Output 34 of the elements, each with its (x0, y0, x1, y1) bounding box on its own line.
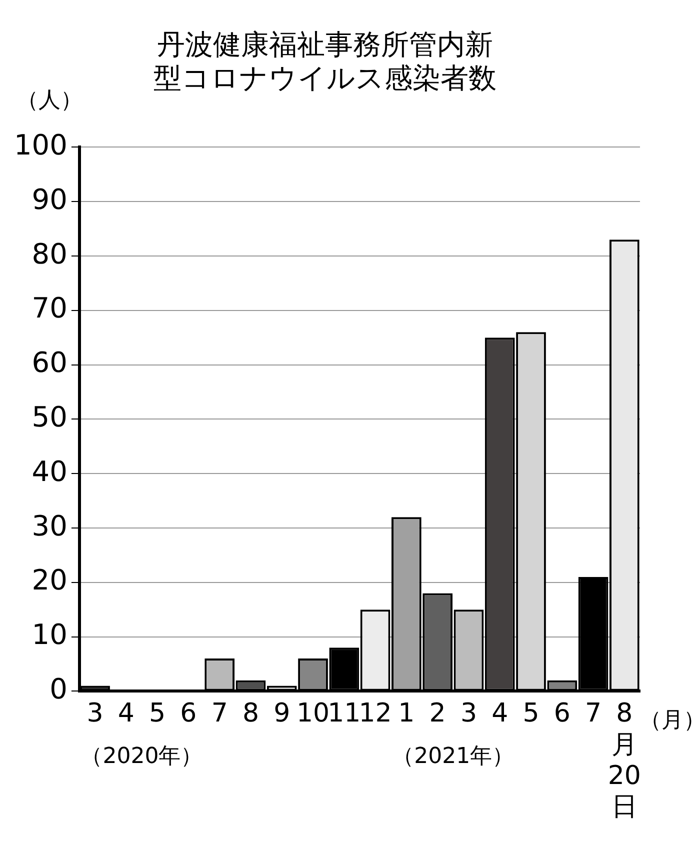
y-tick-label: 80 (32, 237, 68, 270)
text: （月） (639, 708, 700, 734)
x-tick-label: 5 (522, 698, 540, 729)
y-axis-title: （人） (16, 88, 82, 114)
x-tick-label: 6 (180, 698, 197, 729)
x-tick-label: 2 (429, 698, 446, 729)
y-tick-label: 20 (32, 564, 68, 597)
y-tick-label: 90 (32, 182, 68, 216)
y-tick-label: 10 (32, 618, 68, 652)
y-tick-label: 60 (32, 346, 68, 380)
y-tick-label: 40 (32, 454, 68, 488)
x-tick-label: 5 (149, 698, 166, 729)
x-tick-label: 4 (492, 698, 508, 729)
x-tick-label: 12 (358, 698, 392, 729)
x-tick-label: 6 (554, 698, 570, 729)
chart-title: 丹波健康福祉事務所管内新型コロナウイルス感染者数 (154, 28, 496, 95)
x-tick-label: 1 (398, 698, 415, 729)
x-tick-label: 3 (460, 698, 477, 729)
x-tick-label: 4 (118, 698, 134, 729)
y-tick-label: 70 (32, 292, 68, 325)
x-tick-label: 11 (328, 698, 361, 729)
x-tick-label: 8月20日 (608, 698, 641, 822)
y-tick-label: 100 (14, 128, 68, 162)
y-tick-label: 0 (50, 672, 68, 706)
x-tick-label: 9 (274, 698, 290, 729)
y-tick-label: 50 (32, 400, 68, 434)
x-tick-label: 8 (242, 698, 259, 729)
x-tick-label: 7 (585, 698, 602, 729)
text: （2021年） (392, 744, 514, 770)
x-tick-label: 3 (86, 698, 104, 729)
x-tick-label: 7 (211, 698, 228, 729)
text: （2020年） (80, 744, 203, 770)
x-tick-label: 10 (296, 698, 330, 729)
y-tick-label: 30 (32, 509, 68, 542)
